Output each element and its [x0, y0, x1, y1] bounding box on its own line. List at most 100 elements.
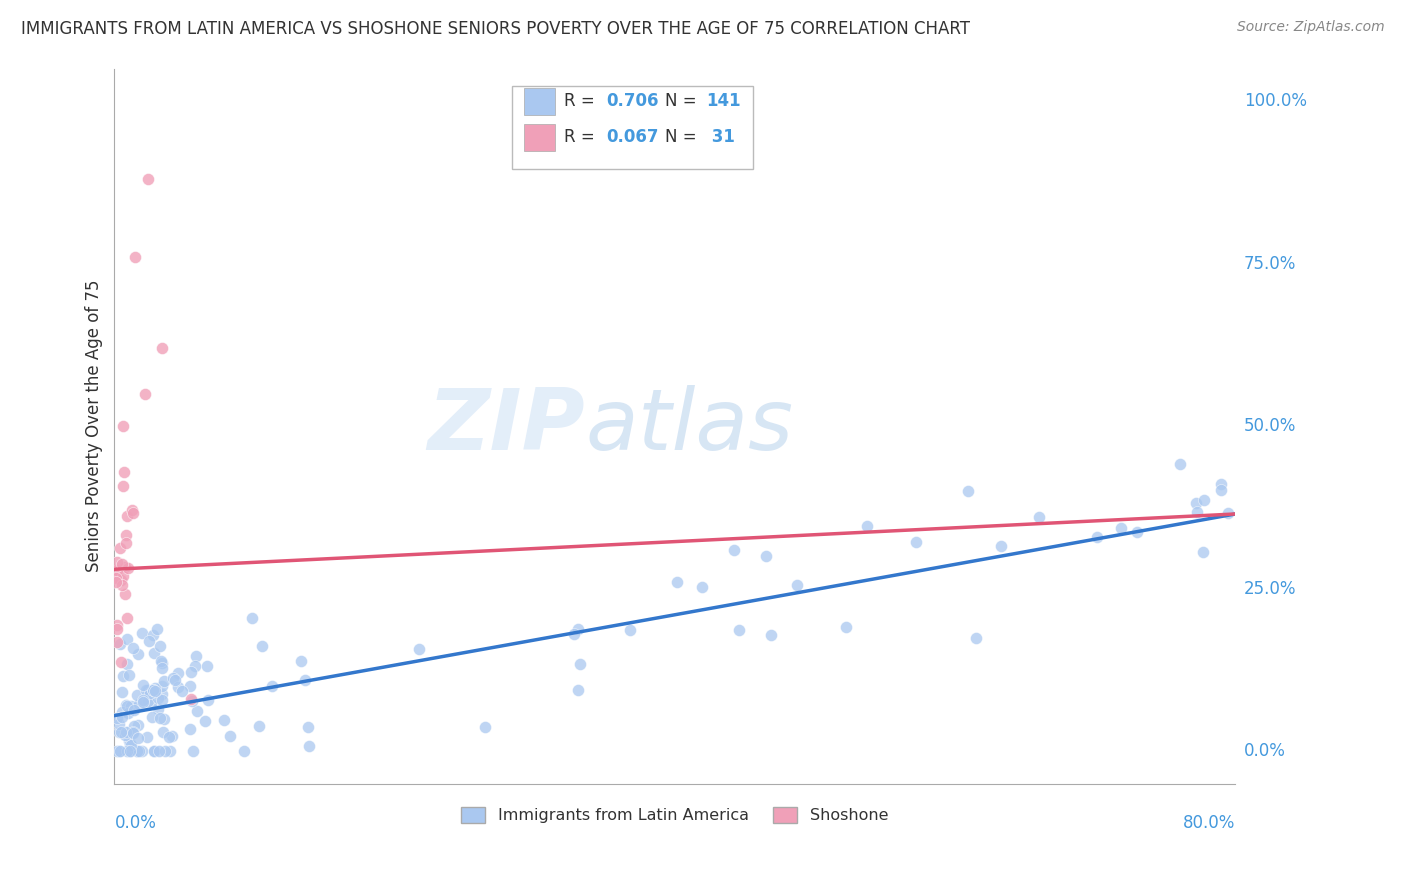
- Point: [690, 580, 713, 594]
- Point: [105, 556, 128, 570]
- Point: [157, 730, 180, 744]
- Point: [128, 698, 150, 712]
- Point: [619, 623, 641, 637]
- Point: [114, 727, 136, 741]
- Text: Source: ZipAtlas.com: Source: ZipAtlas.com: [1237, 20, 1385, 34]
- Point: [990, 539, 1012, 553]
- Point: [786, 578, 808, 592]
- Point: [298, 739, 321, 753]
- Point: [114, 587, 136, 601]
- Point: [114, 724, 136, 739]
- Point: [111, 557, 134, 571]
- Point: [1028, 509, 1050, 524]
- Point: [1085, 530, 1108, 544]
- Point: [117, 706, 139, 721]
- Point: [111, 479, 134, 493]
- Point: [131, 625, 153, 640]
- Point: [965, 632, 987, 646]
- Point: [139, 698, 162, 712]
- Point: [115, 632, 138, 646]
- Point: [149, 654, 172, 668]
- Point: [139, 685, 162, 699]
- Point: [120, 744, 142, 758]
- Point: [152, 725, 174, 739]
- Point: [110, 573, 132, 587]
- Point: [474, 720, 496, 734]
- Text: 0.706: 0.706: [606, 93, 659, 111]
- Point: [135, 731, 157, 745]
- Point: [1184, 496, 1206, 510]
- Point: [194, 714, 217, 729]
- Point: [957, 483, 980, 498]
- Point: [115, 698, 138, 712]
- FancyBboxPatch shape: [523, 87, 555, 115]
- Point: [145, 622, 167, 636]
- Point: [166, 680, 188, 694]
- Point: [124, 250, 146, 264]
- Point: [1211, 483, 1233, 497]
- Text: 0.0%: 0.0%: [114, 814, 156, 832]
- Point: [127, 731, 149, 745]
- Point: [761, 628, 783, 642]
- Point: [146, 702, 169, 716]
- Point: [105, 563, 128, 577]
- Point: [146, 691, 169, 706]
- Text: N =: N =: [665, 93, 702, 111]
- Point: [755, 549, 778, 563]
- Point: [149, 639, 172, 653]
- Text: 0.067: 0.067: [606, 128, 659, 146]
- Point: [262, 679, 284, 693]
- Point: [114, 560, 136, 574]
- Point: [125, 688, 148, 702]
- Point: [136, 694, 159, 708]
- Point: [247, 719, 270, 733]
- Point: [122, 506, 145, 520]
- Text: R =: R =: [564, 93, 600, 111]
- Point: [108, 637, 131, 651]
- Point: [105, 744, 128, 758]
- Point: [180, 692, 202, 706]
- Point: [115, 611, 138, 625]
- Point: [294, 673, 316, 687]
- Point: [114, 536, 136, 550]
- Point: [1185, 505, 1208, 519]
- Point: [150, 687, 173, 701]
- Point: [1168, 457, 1191, 471]
- Point: [111, 578, 134, 592]
- Point: [1216, 506, 1239, 520]
- Point: [118, 667, 141, 681]
- Point: [122, 725, 145, 739]
- Point: [112, 465, 135, 479]
- Point: [181, 694, 204, 708]
- Point: [153, 744, 176, 758]
- Point: [115, 744, 138, 758]
- Point: [108, 744, 131, 758]
- Point: [111, 710, 134, 724]
- FancyBboxPatch shape: [523, 124, 555, 151]
- Point: [297, 720, 319, 734]
- Text: 75.0%: 75.0%: [1244, 254, 1296, 273]
- Point: [120, 738, 142, 752]
- Point: [125, 744, 148, 758]
- Point: [232, 744, 254, 758]
- Text: IMMIGRANTS FROM LATIN AMERICA VS SHOSHONE SENIORS POVERTY OVER THE AGE OF 75 COR: IMMIGRANTS FROM LATIN AMERICA VS SHOSHON…: [21, 20, 970, 37]
- Point: [153, 674, 176, 689]
- Point: [108, 725, 131, 739]
- Point: [181, 744, 204, 758]
- Point: [117, 698, 139, 713]
- Point: [110, 725, 132, 739]
- Text: N =: N =: [665, 128, 702, 146]
- Point: [110, 656, 132, 670]
- Point: [117, 725, 139, 739]
- Text: atlas: atlas: [585, 384, 793, 467]
- Point: [179, 723, 201, 737]
- Point: [134, 386, 156, 401]
- Point: [131, 744, 153, 758]
- Point: [125, 744, 148, 758]
- Point: [122, 700, 145, 714]
- Point: [186, 704, 208, 718]
- Point: [665, 574, 688, 589]
- Point: [148, 744, 170, 758]
- Point: [104, 574, 127, 589]
- Point: [127, 718, 149, 732]
